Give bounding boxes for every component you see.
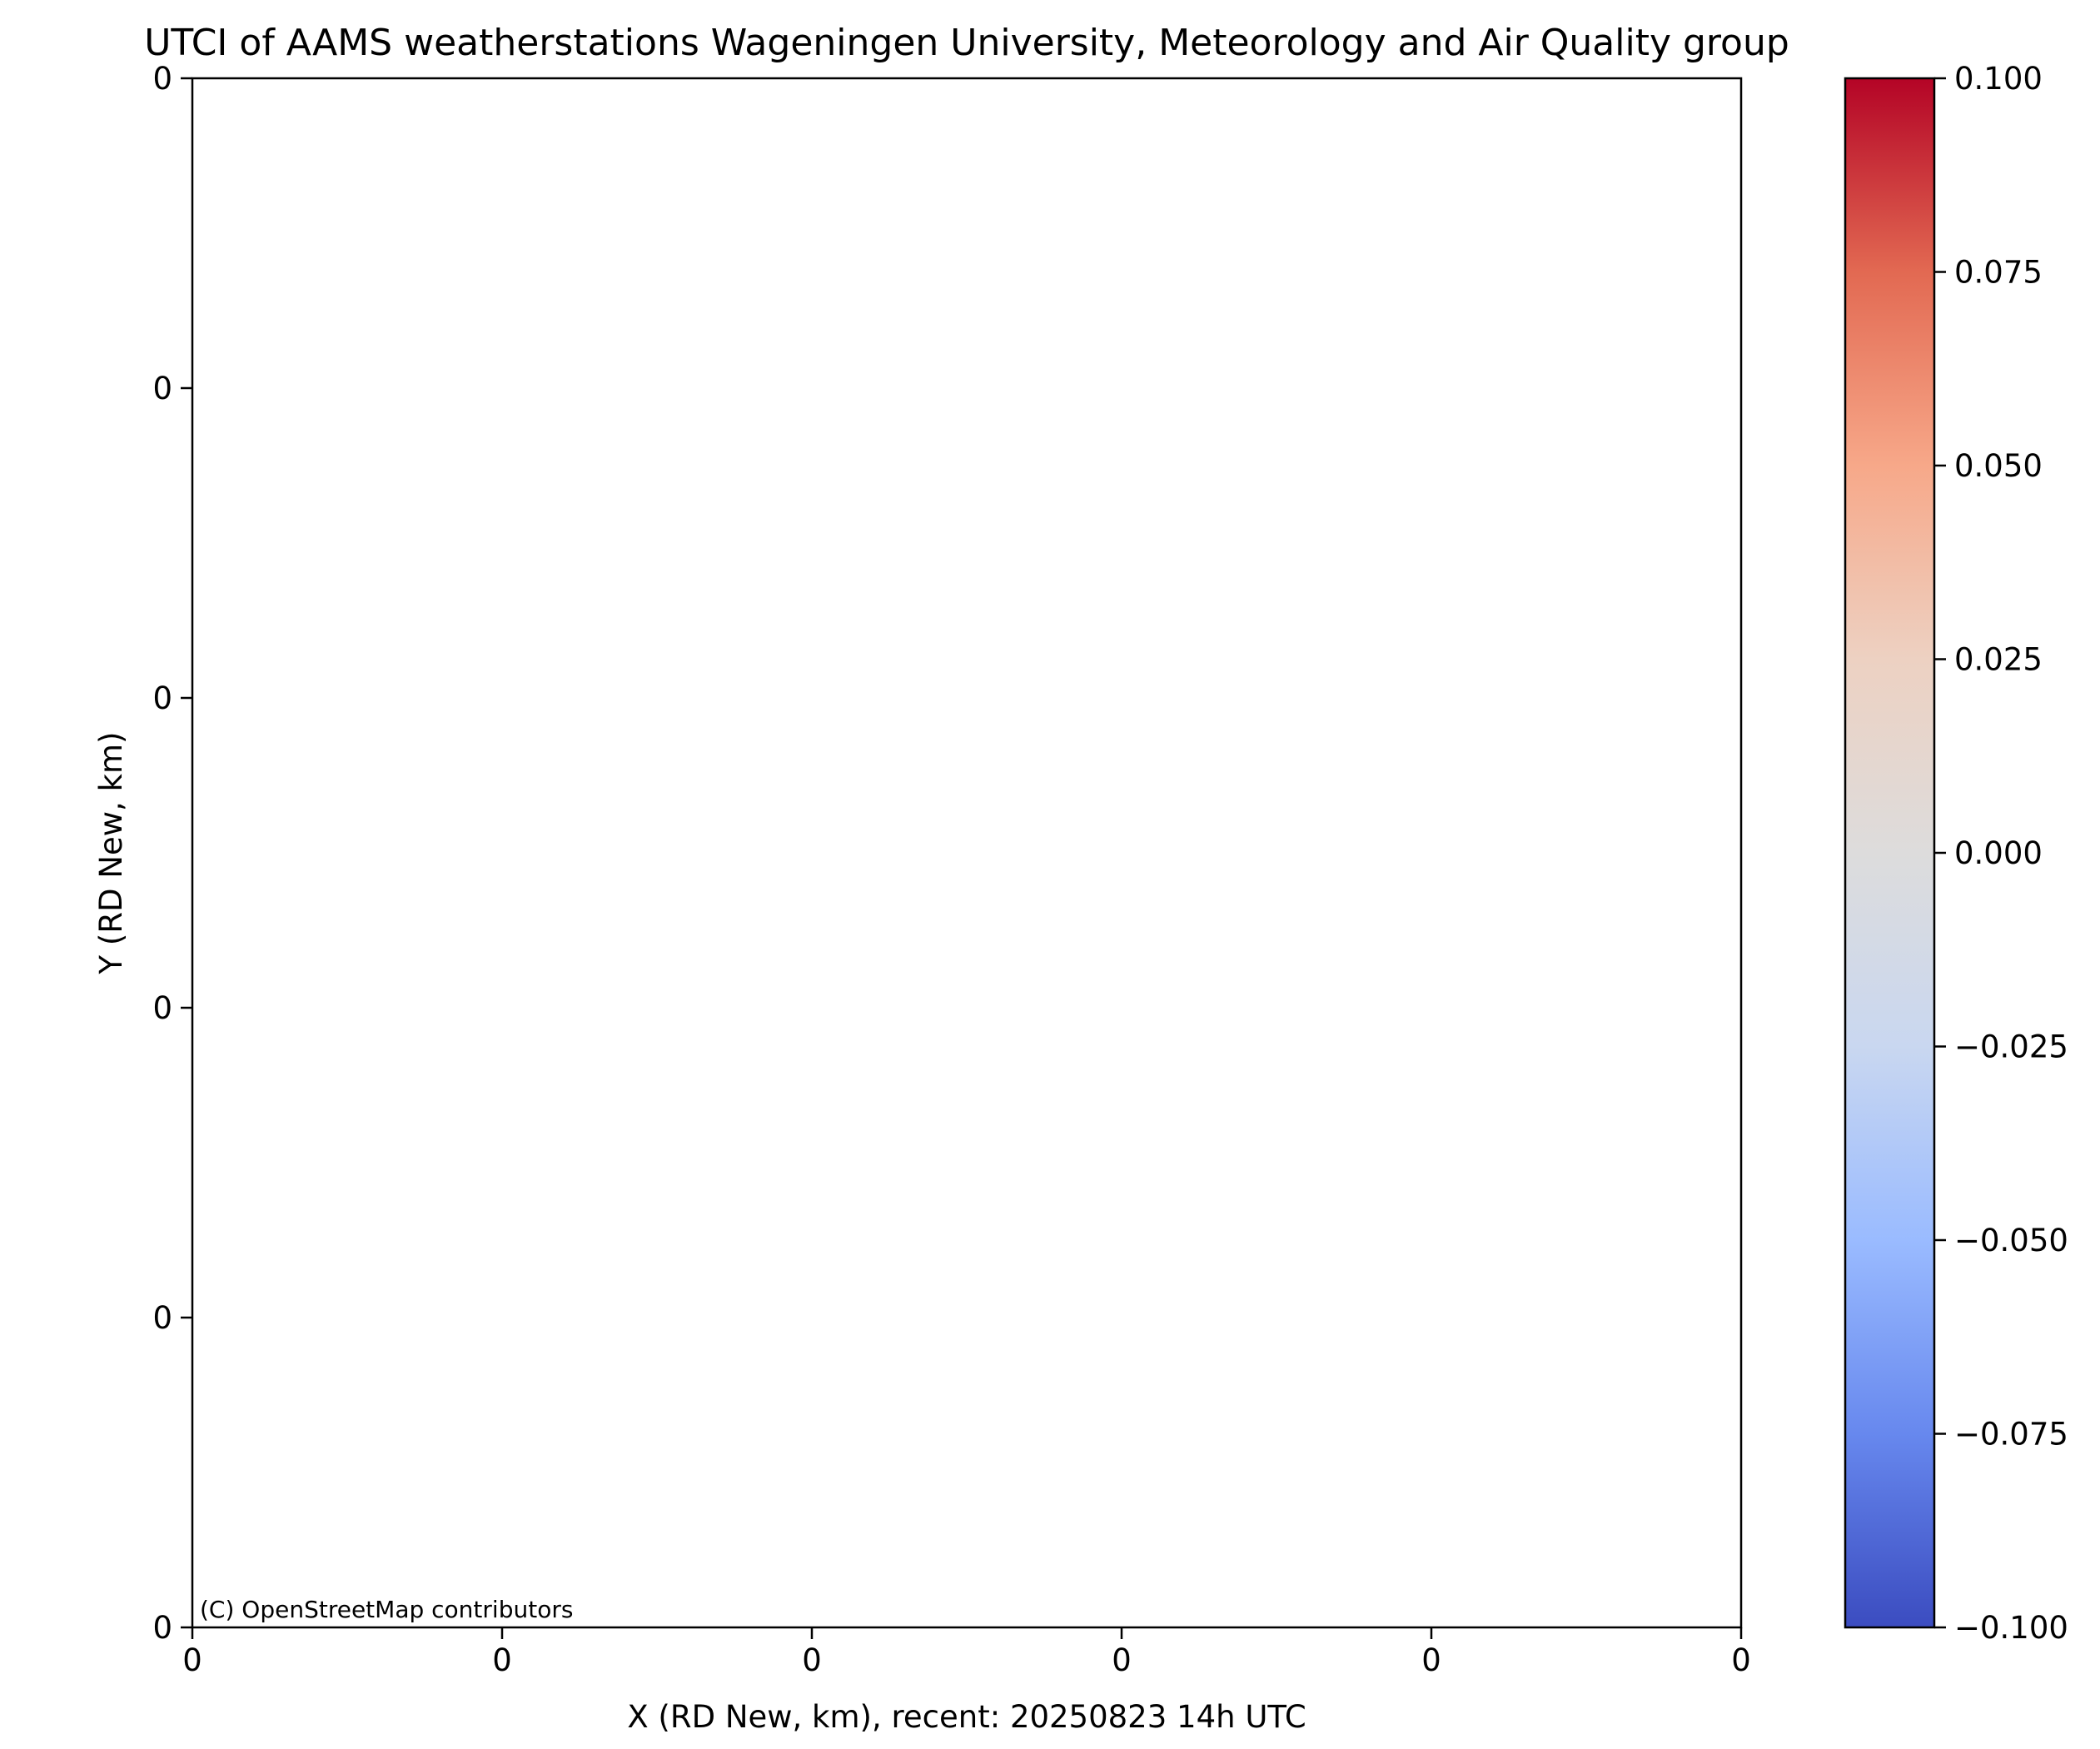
y-tick-label: 0 bbox=[152, 680, 172, 716]
map-attribution: (C) OpenStreetMap contributors bbox=[200, 1596, 573, 1623]
y-tick-label: 0 bbox=[152, 61, 172, 97]
x-axis-ticks: 0 0 0 0 0 0 bbox=[182, 1627, 1751, 1678]
y-tick-label: 0 bbox=[152, 1300, 172, 1336]
y-tick-label: 0 bbox=[152, 1610, 172, 1646]
colorbar-tick-label: 0.100 bbox=[1954, 61, 2043, 97]
x-tick-label: 0 bbox=[1112, 1642, 1132, 1678]
x-tick-label: 0 bbox=[1731, 1642, 1751, 1678]
y-tick-label: 0 bbox=[152, 990, 172, 1026]
y-axis-ticks: 0 0 0 0 0 0 bbox=[152, 61, 192, 1646]
colorbar-ticks: 0.100 0.075 0.050 0.025 0.000 −0.025 −0.050 −0.… bbox=[1934, 61, 2068, 1646]
colorbar-tick-label: 0.025 bbox=[1954, 642, 2043, 678]
x-tick-label: 0 bbox=[1421, 1642, 1441, 1678]
y-tick-label: 0 bbox=[152, 371, 172, 406]
x-tick-label: 0 bbox=[492, 1642, 512, 1678]
colorbar bbox=[1844, 77, 1936, 1629]
plot-area bbox=[191, 77, 1743, 1629]
x-tick-label: 0 bbox=[182, 1642, 202, 1678]
chart-title: UTCI of AAMS weatherstations Wageningen … bbox=[144, 22, 1789, 64]
x-axis-label: X (RD New, km), recent: 20250823 14h UTC bbox=[627, 1699, 1306, 1735]
colorbar-tick-label: −0.075 bbox=[1954, 1417, 2068, 1453]
colorbar-tick-label: −0.025 bbox=[1954, 1029, 2068, 1065]
colorbar-tick-label: 0.075 bbox=[1954, 255, 2043, 291]
x-tick-label: 0 bbox=[802, 1642, 822, 1678]
colorbar-tick-label: −0.100 bbox=[1954, 1610, 2068, 1646]
colorbar-tick-label: 0.050 bbox=[1954, 448, 2043, 484]
colorbar-tick-label: 0.000 bbox=[1954, 835, 2043, 871]
y-axis-label: Y (RD New, km) bbox=[93, 732, 129, 975]
colorbar-tick-label: −0.050 bbox=[1954, 1223, 2068, 1258]
